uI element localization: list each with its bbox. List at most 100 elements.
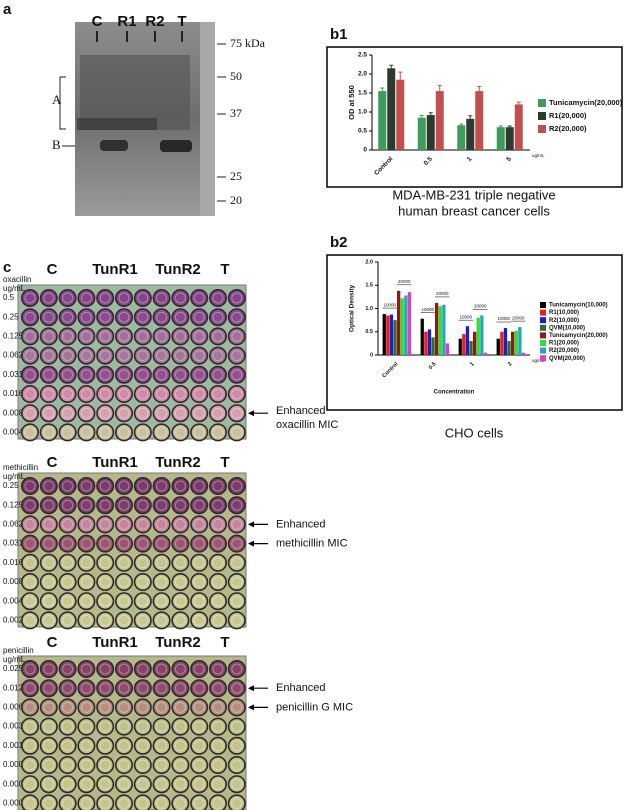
drug-label: penicillin [3, 646, 34, 655]
well-inner [24, 426, 36, 438]
bar [457, 125, 466, 150]
row-label: 0.031 [3, 539, 24, 548]
well [133, 476, 152, 495]
legend-swatch [540, 332, 546, 339]
legend-label: QVM(10,000) [549, 325, 585, 331]
column-label: T [220, 454, 229, 471]
marker-label: 25 [230, 169, 242, 183]
well [190, 553, 209, 572]
well [77, 515, 96, 534]
bar [431, 337, 435, 355]
well-inner [212, 311, 224, 323]
well [39, 572, 58, 591]
well-inner [43, 388, 55, 400]
well-inner [137, 557, 149, 569]
well-inner [99, 311, 111, 323]
well-inner [231, 701, 243, 713]
well [58, 679, 77, 698]
well-inner [24, 759, 36, 771]
bar [476, 317, 480, 355]
well-inner [99, 499, 111, 511]
well-inner [43, 369, 55, 381]
well-inner [174, 538, 186, 550]
marker-label: 20 [230, 193, 242, 207]
well [209, 496, 228, 515]
bar [387, 68, 396, 150]
well [96, 327, 115, 346]
well-inner [231, 778, 243, 790]
annotation: Enhanced [276, 518, 326, 530]
x-tick-label: Control [381, 361, 399, 379]
well [58, 308, 77, 327]
well-inner [174, 407, 186, 419]
well-inner [80, 614, 92, 626]
well [152, 346, 171, 365]
well-inner [43, 576, 55, 588]
well [58, 365, 77, 384]
gel-band [100, 140, 128, 151]
well-inner [62, 330, 74, 342]
well-inner [193, 311, 205, 323]
well-inner [62, 797, 74, 809]
bracket-label: A [52, 92, 62, 107]
well [96, 404, 115, 423]
arrow-head [248, 540, 254, 547]
well [209, 327, 228, 346]
well [115, 308, 134, 327]
well [209, 404, 228, 423]
well-inner [193, 426, 205, 438]
bar [417, 117, 426, 150]
well [152, 476, 171, 495]
well-inner [62, 614, 74, 626]
well [96, 794, 115, 810]
well-inner [156, 311, 168, 323]
y-axis-label: Optical Density [349, 284, 356, 332]
well [227, 679, 246, 698]
well-inner [156, 701, 168, 713]
well [96, 384, 115, 403]
well [115, 515, 134, 534]
well-inner [24, 576, 36, 588]
panel-label: c [3, 259, 11, 276]
well [152, 404, 171, 423]
annotation: penicillin G MIC [276, 701, 353, 713]
well [96, 288, 115, 307]
well [227, 288, 246, 307]
well-inner [118, 311, 130, 323]
bar [503, 328, 508, 355]
well [227, 404, 246, 423]
well [96, 659, 115, 678]
error-bar [516, 101, 521, 107]
column-label: TunR2 [155, 261, 201, 278]
well-inner [137, 778, 149, 790]
well [39, 698, 58, 717]
well [190, 717, 209, 736]
well [227, 423, 246, 442]
well-inner [156, 778, 168, 790]
well-inner [137, 663, 149, 675]
well [209, 515, 228, 534]
well [39, 717, 58, 736]
well-inner [137, 407, 149, 419]
well [96, 679, 115, 698]
well [115, 476, 134, 495]
well [190, 404, 209, 423]
x-tick-label: 2 [507, 361, 513, 367]
well [152, 553, 171, 572]
well [152, 423, 171, 442]
bar [521, 352, 526, 355]
column-label: T [220, 261, 229, 278]
well-inner [193, 759, 205, 771]
bar [393, 320, 397, 355]
row-label: 0.004 [3, 428, 24, 437]
bar [518, 327, 522, 355]
y-tick-label: 0 [363, 147, 367, 154]
well-inner [156, 614, 168, 626]
well [209, 384, 228, 403]
panel-label: a [3, 1, 12, 18]
well-inner [24, 614, 36, 626]
well-inner [62, 721, 74, 733]
well [58, 794, 77, 810]
well [96, 572, 115, 591]
